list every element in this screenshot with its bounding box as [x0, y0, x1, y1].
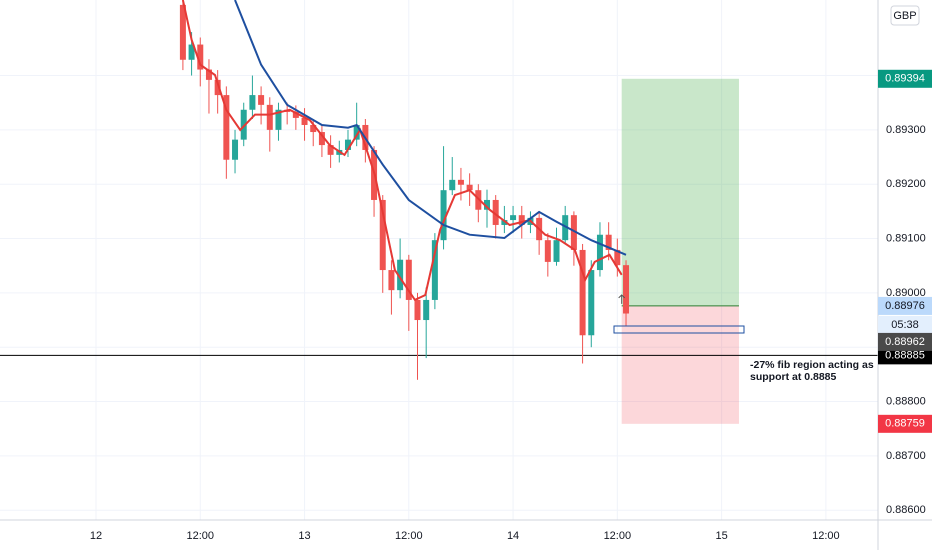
y-tick-label: 0.89300	[886, 124, 926, 136]
y-tick-label: 0.88800	[886, 395, 926, 407]
countdown-label-bg	[878, 315, 932, 334]
candle-body	[518, 215, 525, 225]
candle-body	[570, 215, 577, 250]
candle-body	[344, 139, 351, 150]
candle-body	[292, 111, 299, 118]
candle-body	[492, 199, 499, 225]
candle-body	[275, 109, 282, 130]
drawn-box	[613, 325, 745, 334]
entry-label: 0.88976	[885, 300, 925, 312]
y-tick-label: 0.89000	[886, 287, 926, 299]
candle-body	[596, 234, 603, 271]
stop-label-bg	[878, 414, 932, 433]
candle-body	[327, 145, 334, 155]
x-tick-label: 12:00	[604, 530, 632, 542]
candle-body	[440, 190, 447, 241]
last-price-label-bg	[878, 332, 932, 351]
candle-body	[214, 79, 221, 96]
x-tick-label: 12	[90, 530, 102, 542]
candle-body	[466, 184, 473, 191]
candle-body	[397, 259, 404, 291]
moving-average	[234, 0, 627, 256]
candle-body	[232, 139, 239, 160]
candle-body	[188, 44, 195, 60]
candle-body	[223, 95, 230, 160]
candle-body	[605, 234, 612, 250]
stop-label: 0.88759	[885, 418, 925, 430]
x-tick-label: 14	[507, 530, 519, 542]
candle-body	[423, 299, 430, 321]
candle-body	[614, 249, 621, 266]
candle-body	[449, 179, 456, 191]
x-tick-label: 12:00	[187, 530, 215, 542]
candle-body	[510, 215, 517, 221]
currency-badge: GBP	[893, 10, 916, 22]
axes: 1212:001312:001412:001512:000.894000.893…	[90, 5, 932, 542]
candle-body	[562, 215, 569, 241]
candle-body	[310, 124, 317, 133]
y-tick-label: 0.88700	[886, 450, 926, 462]
currency-badge-bg	[890, 5, 920, 26]
candle-body	[205, 69, 212, 80]
support-label: 0.88885	[885, 349, 925, 361]
entry-label-bg	[878, 296, 932, 315]
x-tick-label: 13	[298, 530, 310, 542]
candle-body	[484, 199, 491, 210]
moving-average	[181, 0, 623, 302]
candle-body	[457, 179, 464, 185]
y-tick-label: 0.89100	[886, 232, 926, 244]
candle-body	[431, 240, 438, 300]
last-price-label: 0.88962	[885, 336, 925, 348]
x-tick-label: 12:00	[812, 530, 840, 542]
entry-arrow	[618, 294, 626, 304]
candle-body	[240, 109, 247, 140]
candle-body	[623, 265, 630, 314]
grid	[0, 0, 878, 520]
candle-body	[266, 104, 273, 130]
candle-body	[553, 240, 560, 262]
x-tick-label: 12:00	[395, 530, 423, 542]
x-tick-label: 15	[715, 530, 727, 542]
annotation: -27% fib region acting as support at 0.8…	[750, 359, 874, 383]
candle-body	[405, 259, 412, 300]
candle-body	[318, 132, 325, 146]
y-tick-label: 0.88600	[886, 504, 926, 516]
candle-body	[388, 270, 395, 291]
candle-body	[301, 117, 308, 125]
candle-body	[179, 4, 186, 60]
candle-body	[579, 249, 586, 336]
target-label: 0.89394	[885, 73, 925, 85]
candle-body	[353, 124, 360, 140]
y-tick-label: 0.89200	[886, 178, 926, 190]
candle-body	[588, 270, 595, 336]
candle-body	[197, 44, 204, 70]
profit-zone	[621, 78, 739, 306]
candle-body	[544, 240, 551, 262]
candle-body	[414, 299, 421, 321]
plot-area	[0, 0, 878, 424]
loss-zone	[621, 305, 739, 424]
countdown-label: 05:38	[891, 319, 919, 331]
candle-body	[249, 95, 256, 110]
target-label-bg	[878, 69, 932, 88]
candle-body	[379, 199, 386, 271]
candle-body	[258, 95, 265, 105]
candle-body	[501, 220, 508, 225]
